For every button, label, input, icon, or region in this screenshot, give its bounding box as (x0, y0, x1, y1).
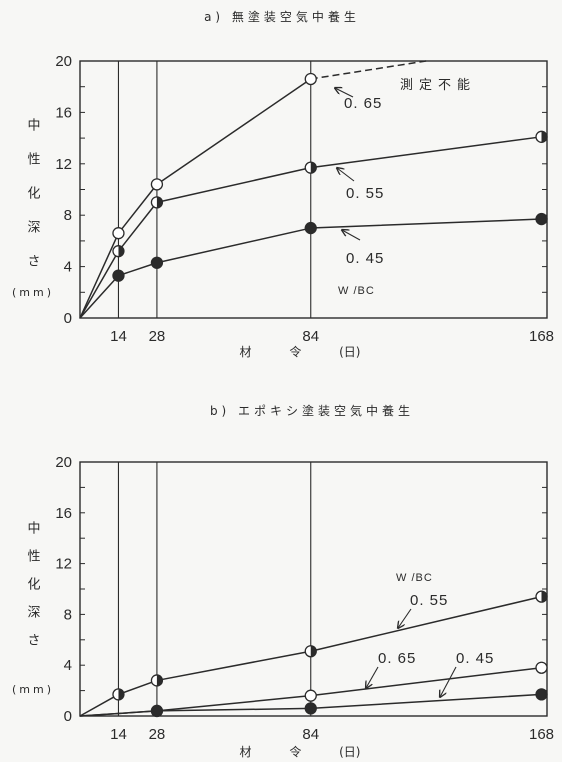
chart-b-leader-arrow-055 (398, 608, 412, 628)
chart-a-series-heading: W /BC (338, 285, 375, 297)
chart-b-data-point-065-x84 (304, 689, 317, 702)
chart-a-leader-arrow-045 (342, 230, 361, 241)
marker-filled-circle (535, 212, 548, 226)
chart-b-leader-arrow-045 (440, 666, 457, 697)
chart-b-data-point-055-x84 (304, 645, 317, 658)
chart-a-data-point-055-x84 (304, 161, 317, 174)
chart-b-y-tick-label: 0 (64, 708, 72, 725)
marker-filled-circle (150, 256, 164, 269)
chart-a-x-tick-label: 168 (529, 328, 554, 345)
chart-b-leader-arrow-065 (366, 666, 379, 688)
chart-a-leader-arrow-065 (335, 88, 354, 98)
marker-half-fill (156, 674, 163, 686)
chart-a-series-label-055: 0. 55 (346, 185, 384, 202)
chart-b-y-tick-label: 20 (55, 454, 72, 471)
marker-half-fill (541, 131, 548, 143)
chart-a-data-point-045-x168 (535, 212, 548, 226)
chart-b-plot: 0 4 8 12 16 20 14 28 84 168 0. 55 0. 65 0. 45 W /BC (55, 454, 554, 743)
marker-half-fill (310, 162, 317, 174)
chart-a-y-tick-label: 12 (55, 156, 72, 173)
chart-b-x-tick-label: 84 (302, 726, 319, 743)
chart-b-data-point-065-x168 (535, 661, 548, 674)
chart-b-data-point-045-x84 (304, 702, 317, 715)
chart-a-series-label-065: 0. 65 (344, 95, 382, 112)
chart-b-series-label-065: 0. 65 (378, 650, 416, 667)
chart-a-series-label-045: 0. 45 (346, 250, 384, 267)
chart-a-plot: 0 4 8 12 16 20 14 28 84 168 0. 65 0. 55 0. 45 W /BC 測定… (55, 53, 554, 345)
marker-half-fill (541, 591, 548, 603)
chart-b-series-heading: W /BC (396, 572, 433, 584)
chart-a-y-tick-label: 8 (64, 207, 72, 224)
chart-b-plot-frame (79, 461, 548, 717)
chart-b-x-tick-label: 14 (110, 726, 127, 743)
chart-b-data-point-055-x168 (535, 590, 548, 603)
chart-a-y-tick-label: 16 (55, 104, 72, 121)
chart-a-data-point-055-x14 (112, 245, 125, 258)
chart-a-annotation-measurement-impossible: 測定不能 (400, 77, 476, 92)
chart-a-x-tick-label: 14 (110, 328, 127, 345)
marker-filled-circle (150, 704, 164, 718)
marker-open-circle (304, 72, 317, 86)
marker-open-circle (150, 178, 164, 191)
chart-b-series-label-045: 0. 45 (456, 650, 494, 667)
chart-b-data-point-045-x28 (150, 704, 164, 718)
marker-filled-circle (535, 688, 548, 701)
chart-b-series-label-055: 0. 55 (410, 592, 448, 609)
chart-a-data-point-065-x28 (150, 178, 164, 191)
marker-half-fill (156, 196, 163, 208)
chart-a-series-dashed-extension-065 (310, 60, 427, 80)
marker-half-fill (118, 688, 124, 700)
chart-a-x-tick-label: 84 (302, 328, 319, 345)
marker-open-circle (535, 661, 548, 674)
chart-b-title: b) エポキシ塗装空気中養生 (209, 404, 415, 418)
marker-filled-circle (304, 702, 317, 715)
chart-a-y-tick-label: 20 (55, 53, 72, 70)
chart-b-x-axis-label: 材 令 (日) (239, 745, 361, 759)
chart-a-data-point-045-x28 (150, 256, 164, 269)
chart-a-y-tick-label: 0 (64, 310, 72, 327)
chart-a-data-point-055-x28 (150, 196, 164, 209)
chart-a-data-point-065-x84 (304, 72, 317, 86)
chart-b-x-tick-label: 28 (149, 726, 166, 743)
chart-b-y-tick-label: 4 (64, 657, 72, 674)
marker-filled-circle (112, 269, 125, 282)
chart-b-data-point-055-x28 (150, 674, 164, 687)
chart-b-y-tick-label: 16 (55, 505, 72, 522)
chart-a-data-point-055-x168 (535, 130, 548, 143)
chart-a-title: a) 無塗装空気中養生 (204, 10, 360, 24)
marker-half-fill (310, 645, 317, 657)
chart-b-y-tick-label: 8 (64, 606, 72, 623)
chart-a-y-axis-unit: (mm) (11, 286, 55, 299)
chart-a-data-point-065-x14 (112, 227, 125, 240)
chart-b-data-point-055-x14 (112, 688, 125, 701)
chart-a-plot-frame (79, 60, 548, 319)
chart-b-series-line-045 (79, 693, 542, 717)
chart-a-series-line-065 (79, 78, 312, 319)
chart-b-data-point-045-x168 (535, 688, 548, 701)
chart-a-data-point-045-x14 (112, 269, 125, 282)
chart-b-x-tick-label: 168 (529, 726, 554, 743)
chart-b-y-axis-unit: (mm) (11, 683, 55, 696)
chart-b-y-axis-label: 中性化深さ (24, 521, 40, 661)
marker-half-fill (118, 245, 124, 257)
chart-a-x-tick-label: 28 (149, 328, 166, 345)
marker-open-circle (304, 689, 317, 702)
chart-a-y-axis-label: 中性化深さ (24, 118, 40, 288)
chart-a-data-point-045-x84 (304, 221, 317, 235)
chart-b-y-tick-label: 12 (55, 556, 72, 573)
chart-a-y-tick-label: 4 (64, 259, 72, 276)
marker-filled-circle (304, 221, 317, 235)
chart-a-leader-arrow-055 (337, 168, 355, 182)
marker-open-circle (112, 227, 125, 240)
chart-a-x-axis-label: 材 令 (日) (239, 345, 361, 359)
